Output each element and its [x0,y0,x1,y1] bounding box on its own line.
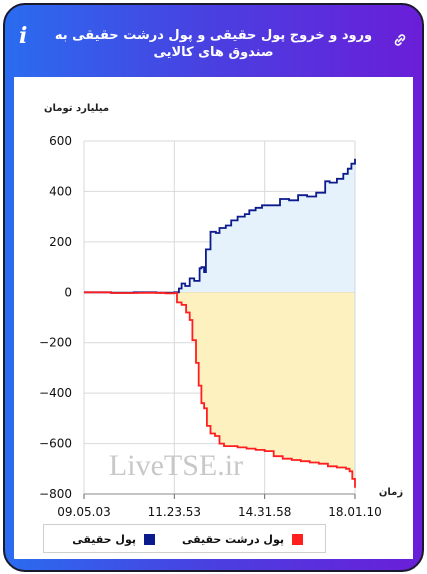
x-tick-label: 14.31.58 [238,505,291,519]
card-header: ورود و خروج پول حقیقی و پول درشت حقیقی ب… [5,5,422,77]
x-tick-label: 18.01.10 [328,505,381,519]
legend-swatch-real-money [144,533,155,545]
y-tick-label: 200 [49,235,72,249]
y-tick-label: −600 [39,437,72,451]
chart-svg: 600 400 200 0 −200 −400 −600 −800 09.05.03 11.23.… [39,103,403,519]
watermark: LiveTSE.ir [109,449,243,482]
info-icon[interactable]: i [19,23,28,49]
y-tick-label: 600 [49,134,72,148]
series-line-1[interactable] [84,291,356,488]
y-tick-label: −200 [39,336,72,350]
legend-swatch-big-real-money [292,533,303,545]
x-axis-label: زمان [379,487,403,498]
series-area-0 [174,158,355,293]
series-area-1 [174,292,355,488]
chart-panel: 600 400 200 0 −200 −400 −600 −800 09.05.03 11.23.… [14,77,413,559]
y-tick-label: 400 [49,184,72,198]
x-tick-label: 11.23.53 [148,505,201,519]
legend: پول حقیقی پول درشت حقیقی [43,524,326,553]
y-tick-label: −400 [39,386,72,400]
chart-title: ورود و خروج پول حقیقی و پول درشت حقیقی ب… [54,28,373,60]
chart-card: ورود و خروج پول حقیقی و پول درشت حقیقی ب… [3,3,424,572]
x-tick-label: 09.05.03 [57,505,110,519]
y-tick-label: 0 [64,285,72,299]
link-icon[interactable] [392,32,408,48]
legend-label-big-real-money: پول درشت حقیقی [181,532,284,546]
y-axis-label: میلیارد تومان [44,103,109,114]
legend-label-real-money: پول حقیقی [72,532,136,546]
series-line-0[interactable] [84,158,356,294]
legend-item-real-money[interactable]: پول حقیقی [72,531,155,547]
legend-item-big-real-money[interactable]: پول درشت حقیقی [182,531,303,547]
y-tick-label: −800 [39,487,72,501]
